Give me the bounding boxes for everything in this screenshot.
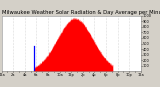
Text: Milwaukee Weather Solar Radiation & Day Average per Minute W/m2 (Today): Milwaukee Weather Solar Radiation & Day … [2,10,160,15]
